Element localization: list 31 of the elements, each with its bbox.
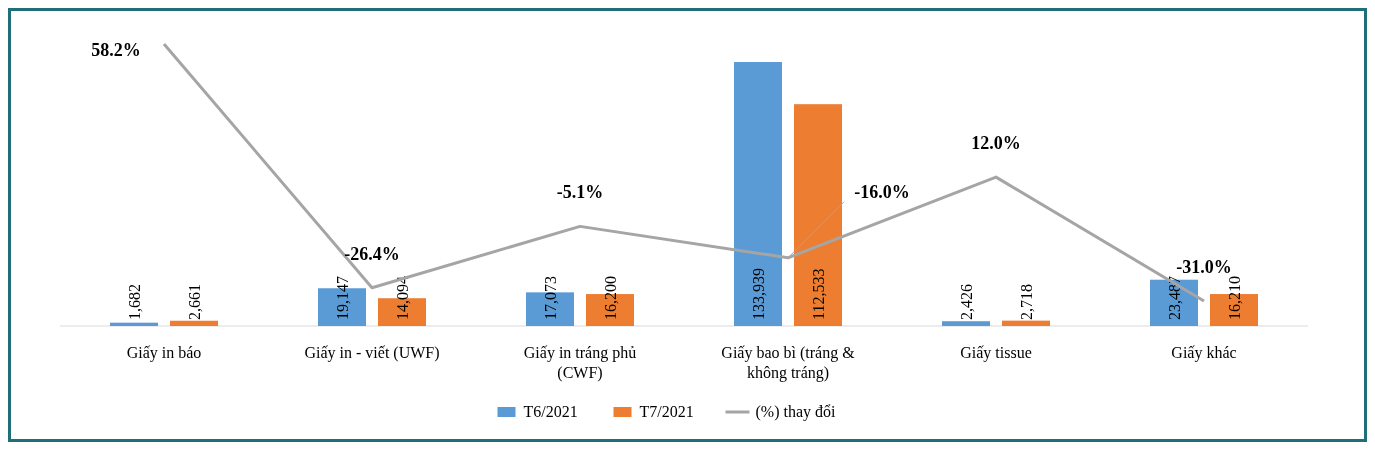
- data-label: -5.1%: [556, 182, 604, 203]
- data-label: 112,533: [810, 268, 827, 320]
- data-label: 2,426: [958, 284, 975, 320]
- bar: [170, 320, 218, 326]
- x-tick-label: Giấy bao bì (tráng & không tráng): [721, 344, 856, 382]
- data-label: 16,210: [1226, 276, 1243, 320]
- x-tick-label: Giấy in - viết (UWF): [304, 344, 440, 362]
- data-label: -16.0%: [854, 181, 910, 202]
- legend-label: T7/2021: [639, 403, 694, 420]
- x-tick-label: Giấy in báo: [126, 344, 202, 362]
- x-tick-label: Giấy khác: [1171, 344, 1237, 362]
- bar: [942, 321, 990, 326]
- data-label: 2,718: [1018, 284, 1035, 320]
- x-tick-label: Giấy tissue: [960, 344, 1032, 362]
- bar: [734, 62, 782, 326]
- bar: [794, 104, 842, 326]
- data-label: 2,661: [186, 284, 203, 320]
- data-label: 133,939: [750, 268, 767, 320]
- data-label: 1,682: [126, 284, 143, 320]
- data-label: 17,073: [542, 276, 559, 320]
- data-label: 12.0%: [971, 133, 1021, 154]
- legend-label: (%) thay đổi: [755, 403, 837, 421]
- bar: [110, 322, 158, 326]
- x-tick-label: Giấy in tráng phủ (CWF): [523, 344, 637, 382]
- data-label: 16,200: [602, 276, 619, 320]
- data-label: 58.2%: [91, 40, 141, 60]
- bar: [1002, 320, 1050, 326]
- data-label: 19,147: [334, 276, 351, 320]
- legend-label: T6/2021: [523, 403, 578, 420]
- data-label: -31.0%: [1176, 257, 1232, 277]
- data-label: -26.4%: [344, 243, 400, 264]
